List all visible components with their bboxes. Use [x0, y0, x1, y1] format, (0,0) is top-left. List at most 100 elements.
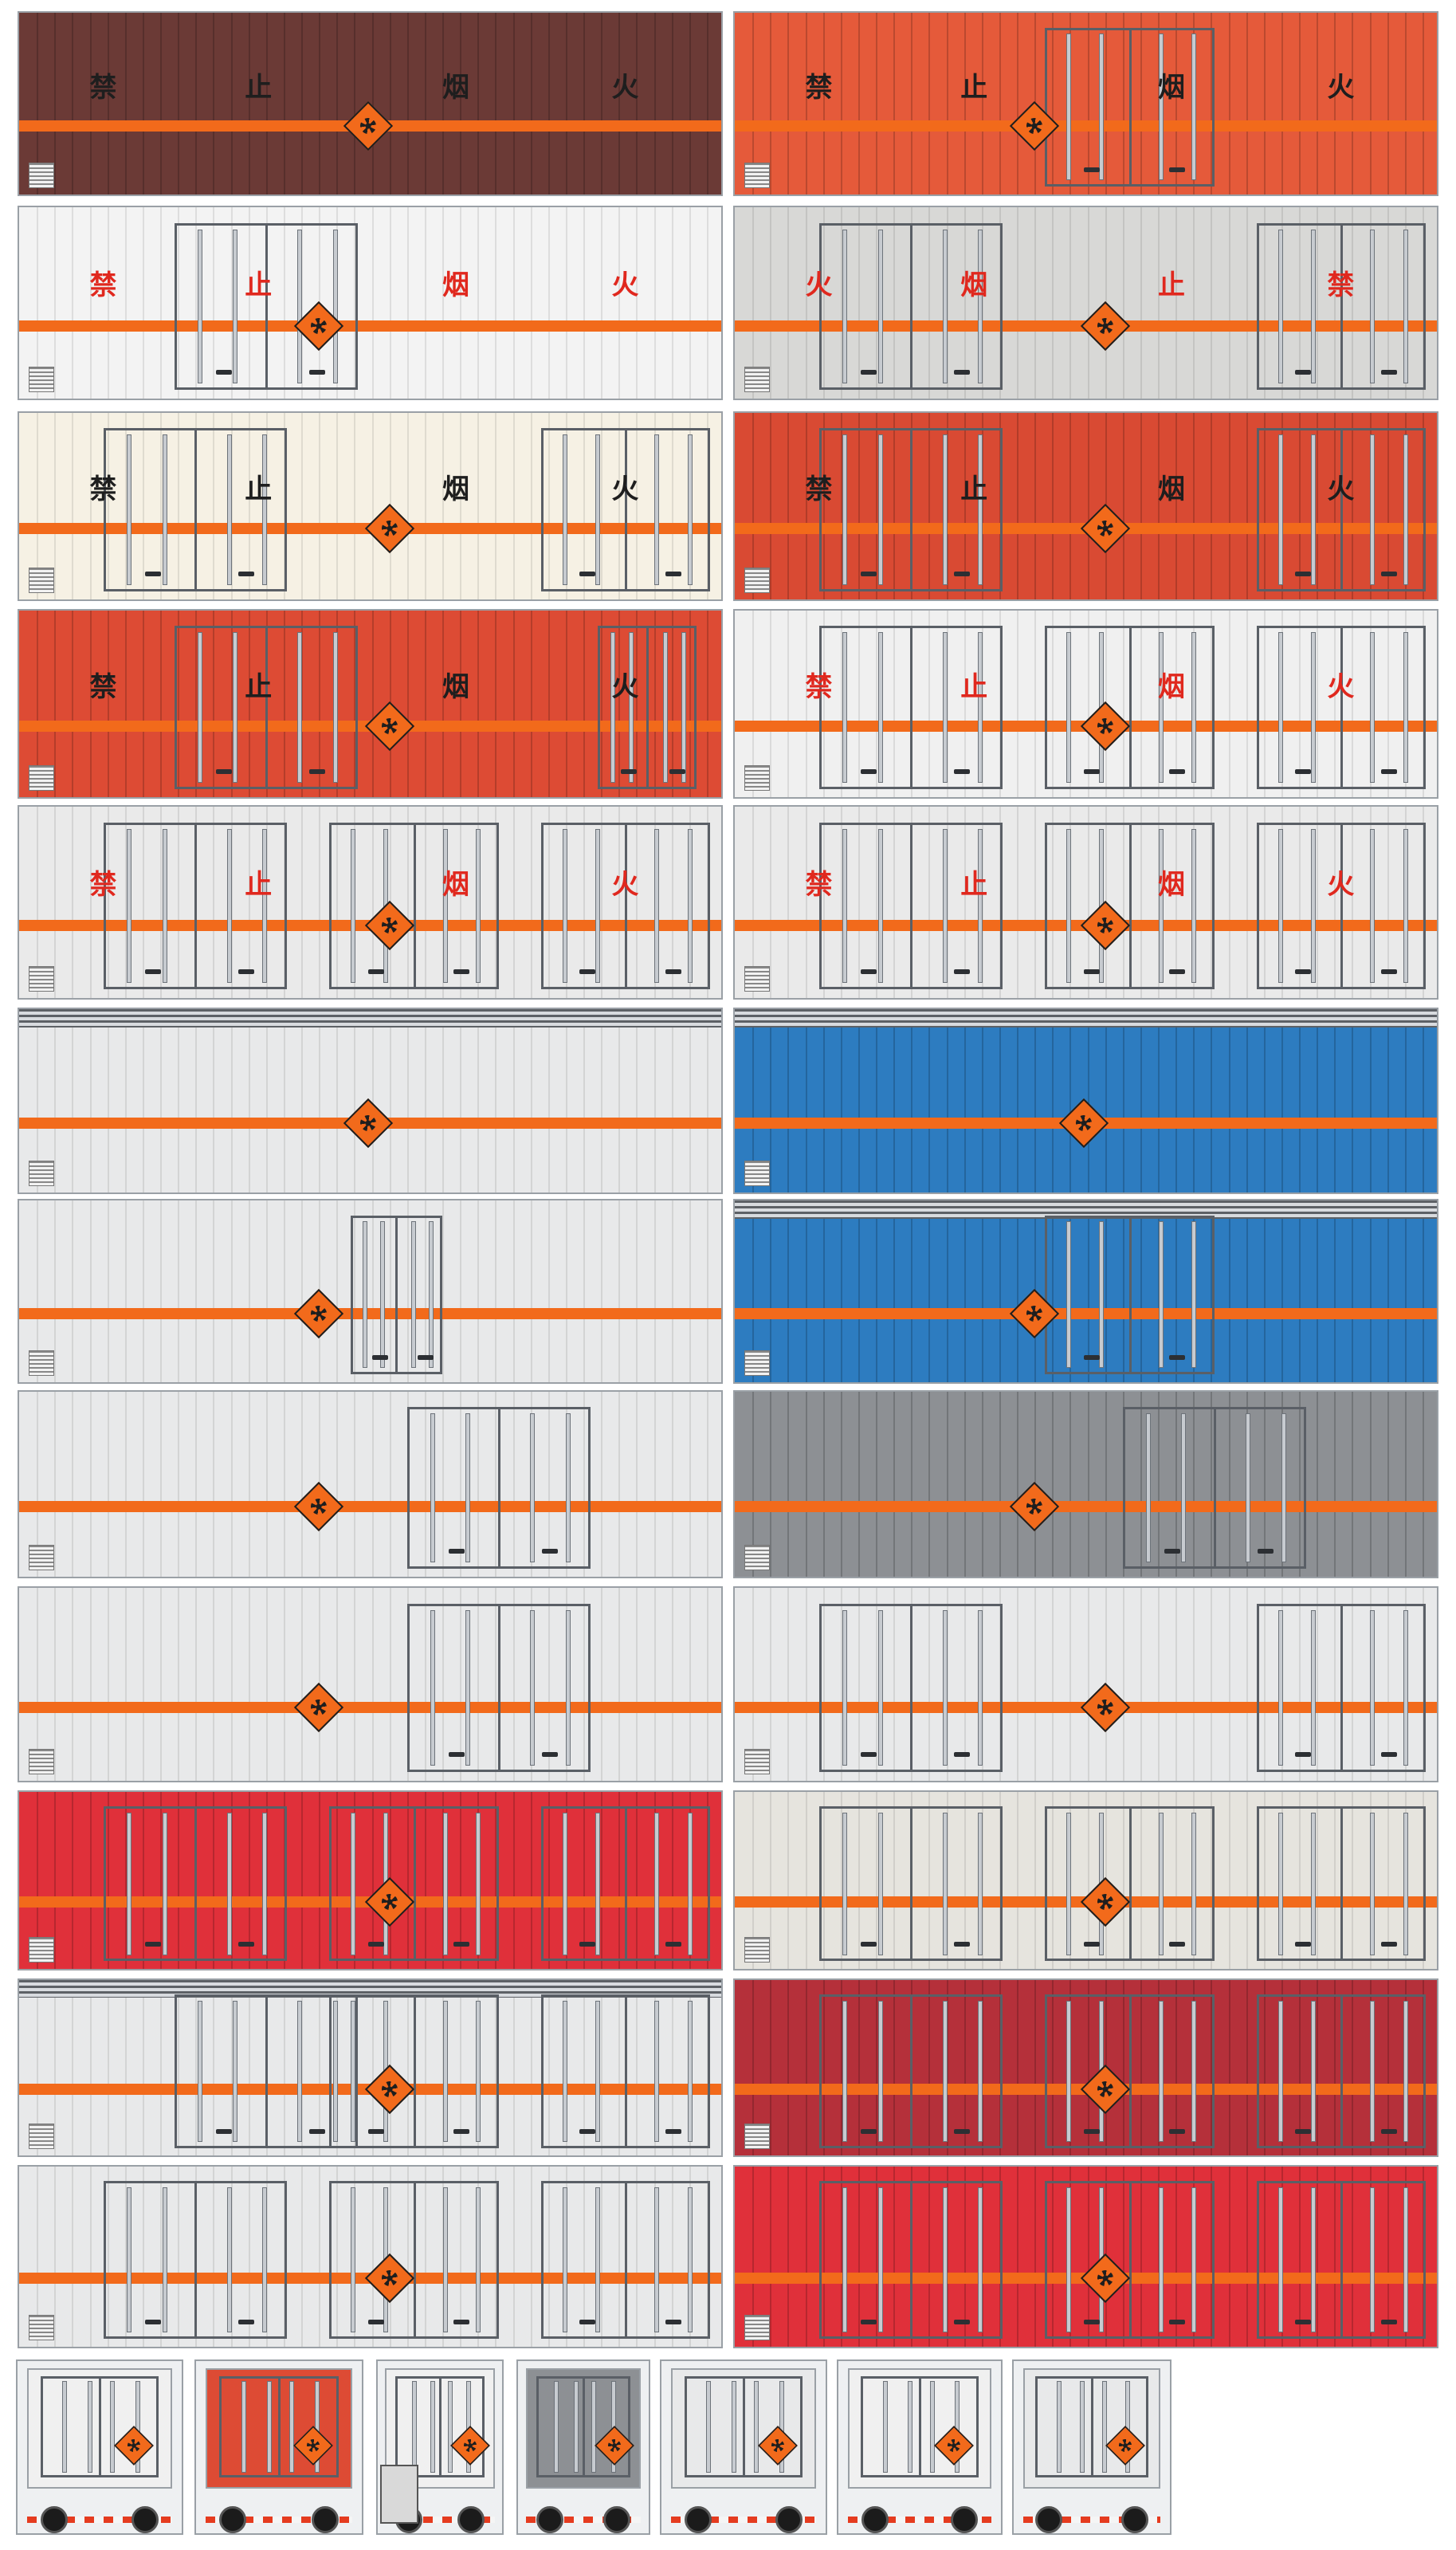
locking-bar — [1278, 230, 1282, 383]
panel-rib — [1263, 413, 1266, 599]
locking-bar — [1371, 1610, 1375, 1766]
panel-rib — [1263, 1200, 1266, 1382]
panel-rib — [301, 413, 303, 599]
panel-rib — [1334, 1980, 1336, 2155]
panel-rib — [1281, 1009, 1283, 1192]
panel-rib — [1246, 1009, 1248, 1192]
panel-rib — [1317, 1588, 1319, 1781]
panel-rib — [1263, 1009, 1266, 1192]
door-handle — [449, 1751, 465, 1757]
panel-rib — [230, 1200, 233, 1382]
door-handle — [861, 768, 877, 774]
rear-wheel — [40, 2506, 68, 2533]
panel-rib — [1069, 13, 1072, 194]
panel-rib — [981, 2167, 983, 2347]
panel-rib — [1105, 1392, 1107, 1577]
panel-rib — [495, 1009, 497, 1192]
panel-rib — [72, 207, 74, 399]
rear-wheel — [536, 2506, 563, 2533]
panel-rib — [805, 2167, 807, 2347]
locking-bar — [1159, 2188, 1163, 2332]
locking-bar — [688, 2188, 692, 2332]
panel-rib — [89, 611, 92, 797]
panel-rib — [636, 207, 638, 399]
locking-bar — [448, 2382, 452, 2473]
locking-bar — [290, 2382, 294, 2473]
panel-rib — [354, 207, 356, 399]
door-handle — [145, 1942, 162, 1947]
panel-rib — [787, 1392, 790, 1577]
panel-rib — [1299, 1392, 1301, 1577]
panel-rib — [1369, 413, 1372, 599]
panel-rib — [805, 1200, 807, 1382]
panel-rib — [1263, 1792, 1266, 1969]
panel-rib — [1158, 1009, 1160, 1192]
panel-rib — [1422, 1588, 1424, 1781]
panel-rib — [601, 807, 603, 998]
panel-rib — [89, 1200, 92, 1382]
panel-rib — [822, 207, 825, 399]
panel-rib — [495, 1792, 497, 1969]
locking-bar — [1067, 2188, 1071, 2332]
door-seam — [413, 1809, 416, 1959]
locking-bar — [878, 2188, 882, 2332]
panel-rib — [530, 413, 532, 599]
panel-rib — [706, 1392, 708, 1577]
rear-wheel — [457, 2506, 485, 2533]
panel-rib — [178, 1588, 180, 1781]
door-seam — [413, 1996, 416, 2146]
panel-rib — [1052, 207, 1054, 399]
panel-rib — [213, 13, 215, 194]
door-seam — [625, 824, 628, 988]
cargo-door — [1122, 1406, 1306, 1569]
locking-bar — [413, 2382, 417, 2473]
panel-rib — [1140, 1200, 1142, 1382]
panel-rib — [706, 13, 708, 194]
panel-rib — [1352, 1200, 1354, 1382]
panel-rib — [787, 2167, 790, 2347]
locking-bar — [1192, 34, 1195, 180]
panel-rib — [1211, 611, 1213, 797]
panel-rib — [336, 13, 339, 194]
panel-rib — [460, 807, 462, 998]
panel-rib — [89, 1980, 92, 2155]
panel-rib — [477, 611, 480, 797]
panel-06: 禁止烟火 — [733, 411, 1438, 601]
panel-rib — [805, 611, 807, 797]
panel-rib — [37, 1200, 39, 1382]
panel-rib — [301, 207, 303, 399]
cargo-door — [1045, 1806, 1215, 1962]
panel-19 — [18, 1790, 723, 1970]
panel-rib — [1299, 1792, 1301, 1969]
panel-rib — [107, 207, 109, 399]
panel-rib — [230, 1392, 233, 1577]
cargo-door — [1256, 1806, 1427, 1962]
panel-rib — [653, 611, 656, 797]
panel-rib — [946, 611, 948, 797]
door-handle — [1295, 2128, 1312, 2134]
panel-rib — [213, 1588, 215, 1781]
panel-rib — [1246, 413, 1248, 599]
panel-rib — [1281, 1980, 1283, 2155]
reflective-stripe — [735, 120, 1437, 132]
door-handle — [861, 1942, 877, 1947]
panel-rib — [301, 1792, 303, 1969]
panel-rib — [1387, 1200, 1389, 1382]
nameplate-icon — [29, 1545, 54, 1570]
locking-bar — [63, 2382, 67, 2473]
panel-rib — [301, 1200, 303, 1382]
panel-rib — [178, 611, 180, 797]
panel-rib — [512, 2167, 515, 2347]
locking-bar — [979, 829, 983, 983]
panel-rib — [770, 611, 772, 797]
locking-bar — [943, 2188, 947, 2332]
panel-rib — [107, 1009, 109, 1192]
panel-rib — [1281, 611, 1283, 797]
panel-rib — [512, 1792, 515, 1969]
panel-rib — [1246, 2167, 1248, 2347]
locking-bar — [1403, 2001, 1407, 2141]
locking-bar — [531, 1413, 535, 1562]
panel-rib — [752, 1392, 755, 1577]
panel-rib — [1369, 1980, 1372, 2155]
panel-rib — [963, 1792, 966, 1969]
